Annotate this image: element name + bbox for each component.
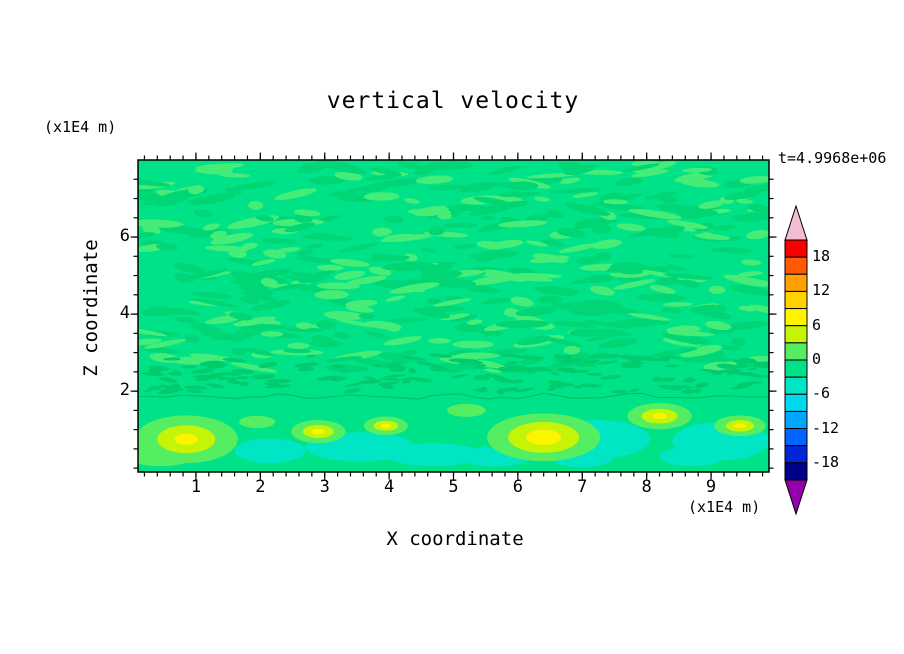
- x-tick-label: 1: [190, 477, 202, 497]
- time-annotation: t=4.9968e+06: [778, 149, 887, 167]
- colorbar-tick-label: 18: [812, 247, 831, 266]
- z-tick-label: 4: [119, 303, 130, 324]
- colorbar-tick-label: -12: [812, 418, 840, 437]
- x-tick-label: 5: [448, 477, 459, 497]
- x-axis-label: X coordinate: [386, 528, 524, 550]
- x-axis-units: (x1E4 m): [688, 498, 761, 516]
- z-tick-label: 6: [119, 226, 130, 247]
- colorbar-tick-label: -6: [812, 384, 831, 403]
- z-axis-units: (x1E4 m): [44, 118, 117, 136]
- colorbar-tick-label: 12: [812, 281, 831, 300]
- colorbar-tick-label: -18: [812, 452, 840, 471]
- x-tick-label: 3: [319, 477, 330, 497]
- colorbar-tick-label: 0: [812, 350, 822, 368]
- x-tick-label: 6: [512, 477, 523, 497]
- z-tick-label: 2: [119, 380, 130, 401]
- chart-title: vertical velocity: [326, 88, 580, 114]
- contour-plot: [130, 152, 777, 480]
- x-tick-label: 7: [577, 477, 588, 497]
- colorbar-tick-label: 6: [812, 315, 822, 334]
- x-tick-label: 8: [641, 477, 652, 497]
- x-tick-label: 2: [255, 477, 266, 497]
- x-tick-label: 9: [705, 477, 717, 497]
- x-tick-label: 4: [383, 477, 395, 497]
- colorbar: [784, 205, 808, 516]
